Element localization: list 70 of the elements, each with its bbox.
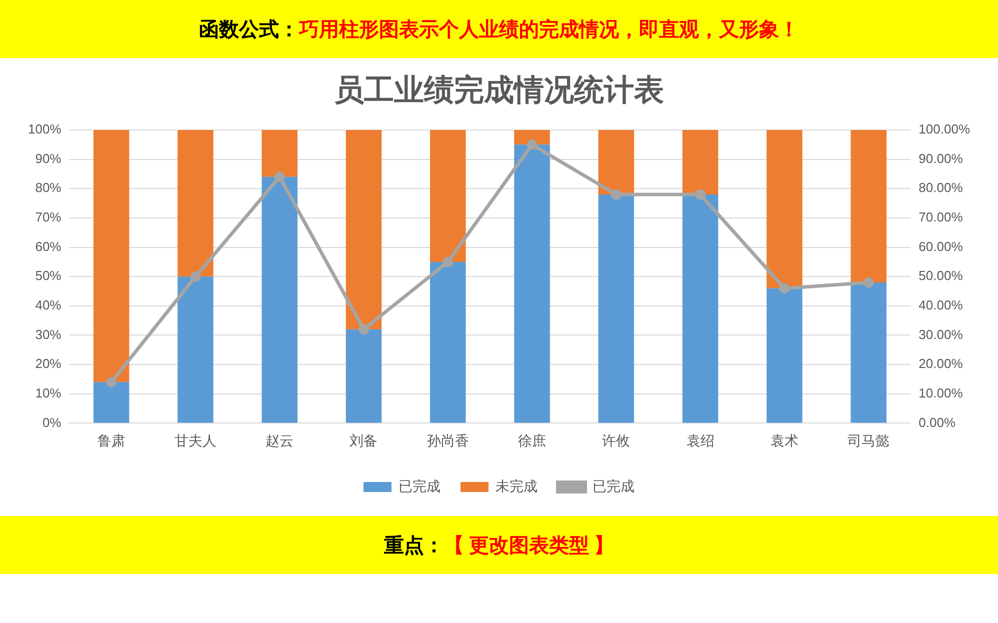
y-tick-label: 50% — [35, 268, 62, 284]
bar — [178, 130, 214, 277]
bar — [262, 130, 298, 177]
legend-label: 已完成 — [398, 478, 440, 494]
x-tick-label: 鲁肃 — [97, 432, 126, 448]
text: 【 更改图表类型 】 — [444, 534, 614, 558]
bar — [598, 130, 634, 195]
y-tick-label: 10% — [35, 385, 62, 400]
y2-tick-label: 60.00% — [918, 238, 964, 254]
bar — [766, 130, 802, 288]
bar — [850, 130, 886, 282]
legend-label: 已完成 — [592, 478, 634, 494]
x-tick-label: 徐庶 — [518, 432, 546, 448]
y-tick-label: 40% — [35, 298, 62, 312]
y2-tick-label: 10.00% — [918, 385, 964, 400]
y2-tick-label: 50.00% — [918, 268, 964, 284]
y2-tick-label: 80.00% — [918, 180, 964, 196]
x-tick-label: 赵云 — [266, 432, 294, 448]
y-tick-label: 60% — [35, 238, 62, 254]
x-tick-label: 孙尚香 — [426, 432, 469, 448]
bar — [262, 176, 298, 423]
point — [358, 324, 369, 335]
point — [695, 189, 706, 200]
bar — [430, 262, 466, 423]
point — [442, 256, 454, 268]
y-tick-label: 30% — [35, 326, 62, 342]
chart-title: 员工业绩完成情况统计表 — [334, 72, 664, 108]
x-tick-label: 刘备 — [350, 432, 378, 448]
bar — [598, 194, 634, 423]
text: 巧用柱形图表示个人业绩的完成情况，即直观，又形象！ — [299, 18, 799, 42]
bar — [430, 130, 466, 262]
bar — [346, 329, 382, 423]
bar — [682, 130, 718, 195]
x-tick-label: 袁术 — [770, 432, 798, 448]
bar — [850, 282, 886, 423]
y-tick-label: 0% — [42, 414, 62, 430]
bar — [178, 276, 214, 423]
y-tick-label: 90% — [35, 150, 62, 166]
legend-label: 未完成 — [496, 478, 538, 494]
point — [863, 277, 874, 288]
bar — [682, 194, 718, 423]
point — [274, 172, 285, 182]
x-tick-label: 袁绍 — [686, 432, 714, 448]
bar — [93, 130, 130, 382]
y2-tick-label: 100.00% — [918, 122, 970, 137]
bar — [93, 382, 130, 423]
text: 重点： — [384, 534, 444, 558]
y-tick-label: 80% — [35, 180, 62, 196]
bar — [514, 144, 550, 423]
point — [190, 271, 201, 282]
y2-tick-label: 90.00% — [918, 150, 964, 166]
x-tick-label: 司马懿 — [848, 432, 890, 448]
y2-tick-label: 70.00% — [918, 210, 964, 225]
point — [610, 189, 622, 200]
x-tick-label: 许攸 — [602, 432, 630, 448]
x-tick-label: 甘夫人 — [174, 432, 216, 448]
text: 函数公式： — [199, 18, 299, 42]
y2-tick-label: 0.00% — [918, 414, 956, 430]
bar — [346, 130, 382, 330]
y-tick-label: 20% — [35, 356, 62, 372]
point — [526, 139, 538, 150]
y-tick-label: 70% — [35, 210, 62, 225]
bar — [766, 288, 802, 423]
y2-tick-label: 30.00% — [918, 326, 964, 342]
y2-tick-label: 20.00% — [918, 356, 964, 372]
bar — [514, 130, 550, 145]
point — [779, 283, 790, 294]
point — [106, 376, 117, 388]
y-tick-label: 100% — [28, 122, 62, 137]
y2-tick-label: 40.00% — [918, 298, 964, 312]
